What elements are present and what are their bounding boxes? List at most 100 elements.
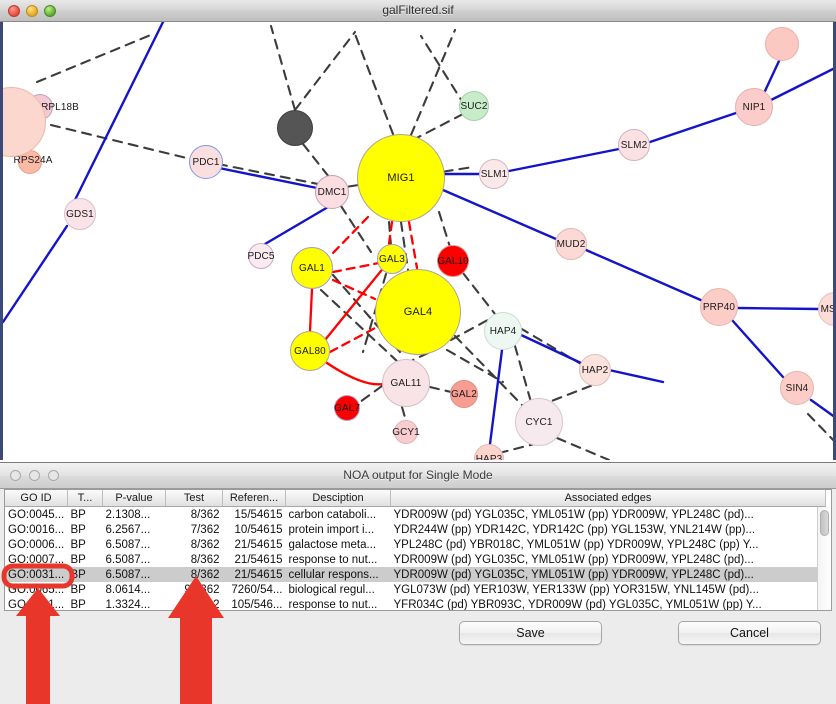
node-label: HAP2 [581,364,609,376]
cell-pvalue: 6.2567... [105,523,151,536]
network-node-gal2[interactable]: GAL2 [450,380,478,408]
cell-test: 7/362 [190,523,220,536]
network-node-suc2[interactable]: SUC2 [459,91,489,121]
column-header-pvalue[interactable]: P-value [102,490,166,507]
network-node-msl5[interactable]: MSL [818,292,833,326]
table-row[interactable]: GO:0045... BP 2.1308... 8/362 15/54615 carbon… [5,507,826,523]
cell-go-id: GO:0016... [8,523,65,536]
network-node-gal1[interactable]: GAL1 [291,247,333,289]
cell-go-id: GO:0006... [8,538,65,551]
dialog-zoom-button-icon[interactable] [48,470,59,481]
network-node-pdc1[interactable]: PDC1 [189,145,223,179]
save-button[interactable]: Save [459,621,602,645]
table-row[interactable]: GO:0031... BP 1.3324... 11/362 105/546... res… [5,597,826,611]
network-node-pdc5[interactable]: PDC5 [247,243,274,269]
node-label: SIN4 [785,382,809,394]
node-label: PRP40 [702,301,736,313]
network-node-gal11[interactable]: GAL11 [382,359,430,407]
table-row[interactable]: GO:0007... BP 6.5087... 8/362 21/54615 respon… [5,552,826,567]
network-node-slm1[interactable]: SLM1 [479,159,509,189]
cell-reference: 10/54615 [234,523,283,536]
network-node-gds1[interactable]: GDS1 [64,198,96,230]
zoom-button-icon[interactable] [44,5,56,17]
column-header-go-id[interactable]: GO ID [5,490,68,507]
cell-type: BP [70,598,86,611]
node-label: HAP4 [489,325,517,337]
network-node-gal3[interactable]: GAL3 [377,244,407,274]
scrollbar-thumb[interactable] [820,510,829,536]
table-row[interactable]: GO:0065... BP 8.0614... 94/362 7260/54... bio… [5,582,826,597]
results-table-container[interactable]: GO ID T... P-value Test Referen... Desci… [4,489,832,611]
cancel-button[interactable]: Cancel [678,621,821,645]
network-node-hap2[interactable]: HAP2 [579,354,611,386]
cell-associated-edges: YDR009W (pd) YGL035C, YML051W (pp) YDR00… [393,553,754,566]
network-node-prp40[interactable]: PRP40 [700,288,738,326]
dialog-title: NOA output for Single Mode [343,468,493,482]
node-label: GAL10 [437,255,469,267]
traffic-lights [8,5,56,17]
node-label: HAP3 [475,453,503,461]
cell-associated-edges: YDR244W (pp) YDR142C, YDR142C (pp) YGL15… [393,523,756,536]
table-row[interactable]: GO:0031... BP 6.5087... 8/362 21/54615 cellul… [5,567,826,582]
cell-reference: 21/54615 [234,553,283,566]
network-node-hap4[interactable]: HAP4 [484,312,522,350]
cell-description: protein import i... [288,523,375,536]
column-header-description[interactable]: Desciption [285,490,391,507]
cell-description: response to nut... [288,553,378,566]
minimize-button-icon[interactable] [26,5,38,17]
column-header-associated-edges[interactable]: Associated edges [390,490,826,507]
network-node-gal80[interactable]: GAL80 [290,331,330,371]
cell-reference: 15/54615 [234,508,283,521]
dialog-traffic-lights [10,470,59,481]
network-node-cyc1[interactable]: CYC1 [515,398,563,446]
node-label: CYC1 [525,416,553,428]
node-label: GAL2 [451,388,477,400]
cell-test: 11/362 [185,598,220,611]
cell-pvalue: 6.5087... [105,538,151,551]
node-label: GAL3 [379,253,405,265]
dialog-minimize-button-icon[interactable] [29,470,40,481]
cell-test: 8/362 [165,567,223,582]
network-node-mig1[interactable]: MIG1 [357,134,445,222]
network-node-mud2[interactable]: MUD2 [555,228,587,260]
table-row[interactable]: GO:0006... BP 6.5087... 8/362 21/54615 galact… [5,537,826,552]
cell-test: 8/362 [190,538,220,551]
dialog-close-button-icon[interactable] [10,470,21,481]
cell-associated-edges: YGL073W (pd) YER103W, YER133W (pp) YOR31… [393,583,759,596]
table-vertical-scrollbar[interactable] [817,507,830,610]
cell-pvalue: 8.0614... [105,583,151,596]
column-header-reference[interactable]: Referen... [222,490,286,507]
node-label: RPL18B [41,101,79,113]
network-node-gal4[interactable]: GAL4 [375,269,461,355]
node-label: NIP1 [742,101,766,113]
results-table-body: GO:0045... BP 2.1308... 8/362 15/54615 carbon… [5,507,826,611]
column-header-type[interactable]: T... [67,490,103,507]
cell-type: BP [67,567,103,582]
network-node-topr[interactable] [765,27,799,61]
node-label: MIG1 [387,172,415,184]
column-header-test[interactable]: Test [165,490,223,507]
network-node-gal10[interactable]: GAL10 [437,245,469,277]
table-header-row: GO ID T... P-value Test Referen... Desci… [5,490,826,507]
cell-associated-edges: YDR009W (pd) YGL035C, YML051W (pp) YDR00… [393,508,754,521]
network-node-slm2[interactable]: SLM2 [618,129,650,161]
cell-reference: 21/54615 [222,567,286,582]
cell-pvalue: 1.3324... [105,598,151,611]
table-row[interactable]: GO:0016... BP 6.2567... 7/362 10/54615 protei… [5,522,826,537]
network-node-sin4[interactable]: SIN4 [780,371,814,405]
cell-description: cellular respons... [285,567,391,582]
network-node-nip1[interactable]: NIP1 [735,88,773,126]
network-node-gal7[interactable]: GAL7 [334,395,360,421]
noa-output-dialog: NOA output for Single Mode GO ID T... P-… [0,462,836,704]
network-canvas[interactable]: RPL18B RPS24A GDS1 PDC1 PDC5 DMC1 MIG1 SUC2 SLM1… [0,22,836,460]
network-node-dark[interactable] [277,110,313,146]
node-label: DMC1 [317,186,347,198]
network-node-gcy1[interactable]: GCY1 [392,420,420,444]
cell-test: 8/362 [190,508,220,521]
network-node-hap3[interactable]: HAP3 [474,444,504,460]
network-node-dmc1[interactable]: DMC1 [315,175,349,209]
node-label: PDC1 [192,156,220,168]
close-button-icon[interactable] [8,5,20,17]
cell-type: BP [70,583,86,596]
